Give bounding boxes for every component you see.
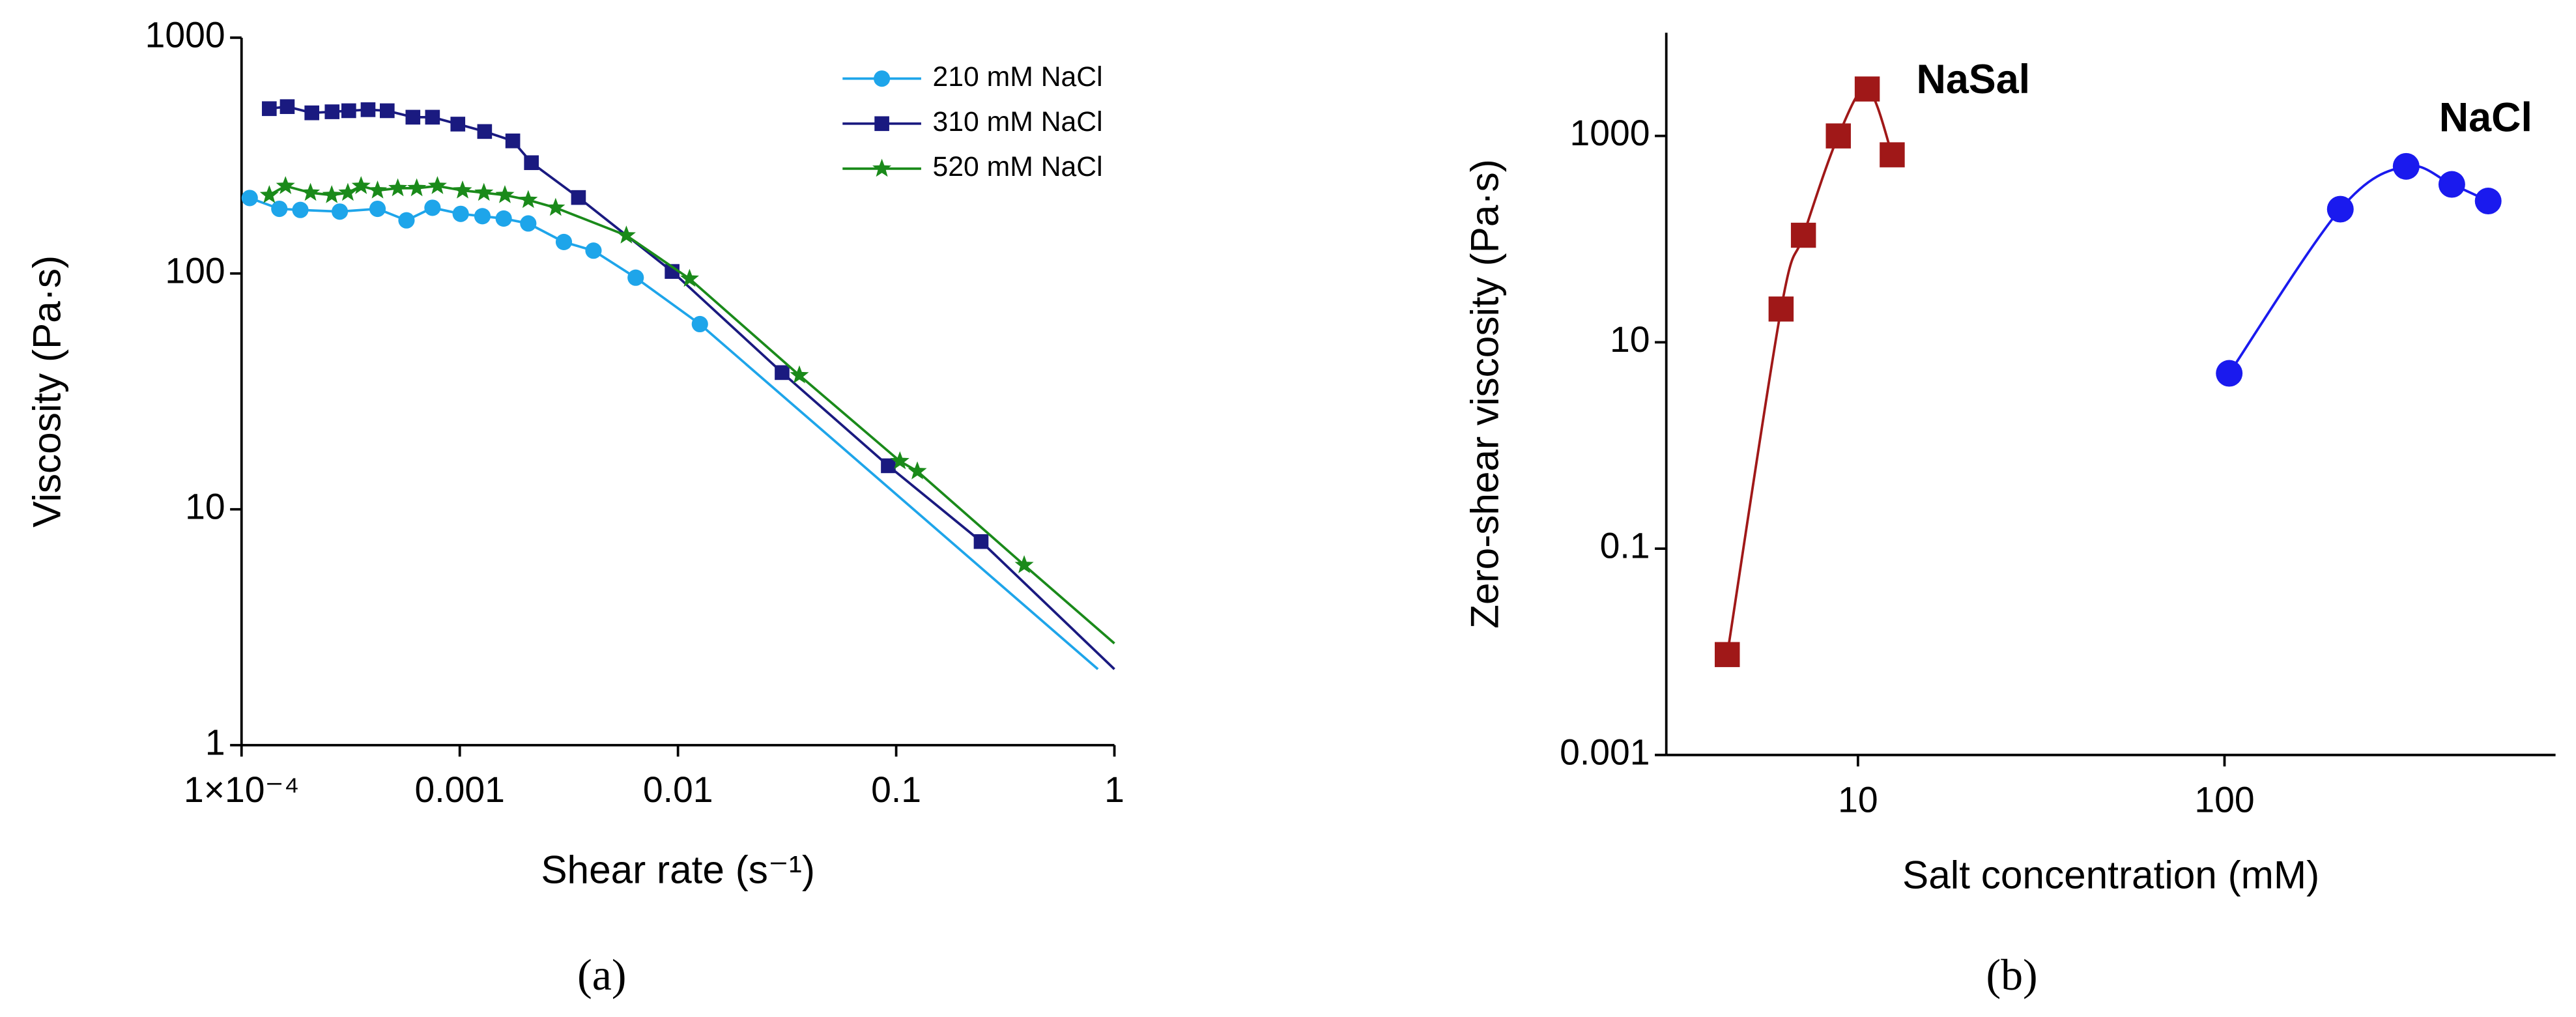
- x-axis-title: Salt concentration (mM): [1902, 852, 2319, 896]
- marker: [520, 215, 537, 232]
- marker: [341, 103, 356, 119]
- marker: [474, 182, 494, 201]
- x-tick-label: 0.1: [871, 769, 921, 810]
- marker: [495, 210, 512, 227]
- marker: [973, 534, 989, 549]
- marker: [546, 197, 565, 216]
- marker: [665, 264, 680, 279]
- marker: [405, 109, 421, 125]
- marker: [555, 233, 573, 251]
- marker: [872, 158, 892, 177]
- marker: [351, 176, 371, 194]
- marker: [276, 176, 295, 194]
- marker: [790, 365, 809, 384]
- marker: [616, 225, 636, 244]
- marker: [338, 182, 358, 201]
- marker: [585, 242, 602, 259]
- y-tick-label: 1: [205, 722, 225, 762]
- legend-label: 520 mM NaCl: [933, 151, 1103, 182]
- marker: [452, 205, 469, 222]
- marker: [1715, 642, 1740, 667]
- marker: [1880, 142, 1905, 167]
- marker: [279, 99, 295, 114]
- marker: [477, 124, 493, 139]
- marker: [241, 190, 258, 207]
- marker: [2326, 195, 2354, 223]
- marker: [691, 315, 708, 333]
- marker: [524, 155, 539, 171]
- series-label: NaSal: [1916, 57, 2030, 102]
- marker: [1854, 76, 1880, 102]
- marker: [1825, 123, 1851, 149]
- marker: [2438, 171, 2465, 198]
- legend-label: 210 mM NaCl: [933, 61, 1103, 93]
- marker: [2216, 360, 2243, 387]
- caption: (a): [577, 951, 626, 999]
- y-tick-label: 0.1: [1600, 526, 1650, 566]
- y-tick-label: 1000: [1570, 113, 1650, 153]
- marker: [874, 70, 891, 87]
- marker: [388, 178, 408, 197]
- marker: [292, 201, 309, 218]
- fit-line: [699, 323, 1099, 670]
- marker: [474, 208, 491, 225]
- x-tick-label: 1×10⁻⁴: [184, 769, 300, 810]
- x-tick-label: 1: [1104, 769, 1124, 810]
- fit-line: [980, 540, 1115, 670]
- marker: [424, 199, 441, 216]
- marker: [890, 451, 909, 470]
- marker: [301, 182, 321, 201]
- y-tick-label: 0.001: [1560, 732, 1650, 772]
- y-tick-label: 100: [165, 250, 225, 291]
- series-line: [1726, 87, 1894, 655]
- y-tick-label: 1000: [145, 14, 225, 55]
- marker: [425, 109, 440, 125]
- y-axis-title: Viscosity (Pa·s): [25, 255, 69, 528]
- marker: [1768, 296, 1794, 322]
- marker: [2392, 152, 2420, 180]
- marker: [505, 133, 521, 149]
- marker: [380, 103, 395, 119]
- marker: [369, 200, 386, 218]
- marker: [1790, 222, 1816, 248]
- x-tick-label: 100: [2194, 779, 2254, 820]
- x-axis-title: Shear rate (s⁻¹): [541, 848, 815, 892]
- marker: [519, 190, 538, 208]
- marker: [450, 117, 466, 132]
- marker: [881, 458, 896, 474]
- marker: [908, 461, 927, 480]
- marker: [367, 180, 388, 199]
- marker: [407, 178, 427, 197]
- marker: [259, 185, 279, 203]
- marker: [304, 105, 319, 121]
- x-tick-label: 0.001: [415, 769, 505, 810]
- marker: [427, 176, 447, 194]
- marker: [262, 101, 277, 117]
- marker: [398, 212, 415, 229]
- marker: [2474, 188, 2502, 215]
- marker: [1014, 555, 1034, 573]
- y-tick-label: 10: [1610, 319, 1650, 360]
- marker: [271, 200, 288, 218]
- marker: [571, 190, 586, 205]
- x-tick-label: 10: [1838, 779, 1878, 820]
- marker: [627, 269, 644, 286]
- marker: [324, 104, 340, 119]
- marker: [874, 116, 889, 132]
- marker: [331, 203, 349, 220]
- marker: [495, 185, 515, 203]
- marker: [453, 180, 472, 199]
- marker: [360, 102, 376, 117]
- y-axis-title: Zero-shear viscosity (Pa·s): [1463, 159, 1507, 629]
- caption: (b): [1986, 951, 2037, 999]
- fit-line: [1023, 564, 1115, 645]
- legend-label: 310 mM NaCl: [933, 106, 1103, 137]
- marker: [680, 268, 699, 287]
- marker: [775, 365, 790, 380]
- marker: [322, 185, 341, 203]
- y-tick-label: 10: [185, 486, 225, 526]
- x-tick-label: 0.01: [643, 769, 713, 810]
- series-label: NaCl: [2439, 95, 2532, 141]
